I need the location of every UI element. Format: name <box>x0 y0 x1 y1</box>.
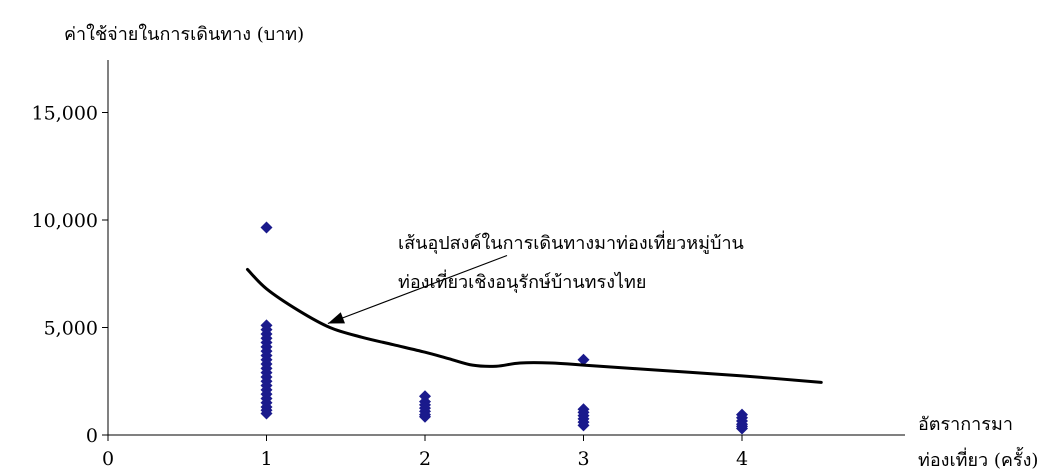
x-tick-label: 3 <box>577 448 589 470</box>
annotation-arrowhead <box>327 312 345 324</box>
scatter-point <box>419 410 431 423</box>
scatter-point <box>577 353 590 366</box>
scatter-point <box>736 422 748 435</box>
scatter-point <box>260 221 273 234</box>
x-tick-label: 0 <box>102 448 114 470</box>
annotation-arrow <box>327 254 508 325</box>
x-ticks: 0 1 2 3 4 <box>102 435 748 470</box>
x-axis-label-line-1: อัตราการมา <box>918 414 1013 435</box>
demand-curve <box>245 267 823 384</box>
scatter-points <box>260 221 748 435</box>
y-tick-label: 5,000 <box>44 318 98 340</box>
y-ticks: 0 5,000 10,000 15,000 <box>32 103 108 447</box>
y-tick-label: 15,000 <box>32 103 98 125</box>
y-axis-label: ค่าใช้จ่ายในการเดินทาง (บาท) <box>64 23 304 45</box>
scatter-point <box>260 407 273 420</box>
y-tick-label: 10,000 <box>32 210 98 232</box>
x-tick-label: 1 <box>260 448 272 470</box>
annotation-line-2: ท่องเที่ยวเชิงอนุรักษ์บ้านทรงไทย <box>398 269 646 293</box>
x-tick-label: 2 <box>419 448 431 470</box>
scatter-point <box>577 419 590 432</box>
x-tick-label: 4 <box>736 448 748 470</box>
x-axis-label-line-2: ท่องเที่ยว (ครั้ง) <box>918 447 1038 471</box>
annotation-line-1: เส้นอุปสงค์ในการเดินทางมาท่องเที่ยวหมู่บ… <box>398 230 744 254</box>
y-tick-label: 0 <box>86 425 98 447</box>
